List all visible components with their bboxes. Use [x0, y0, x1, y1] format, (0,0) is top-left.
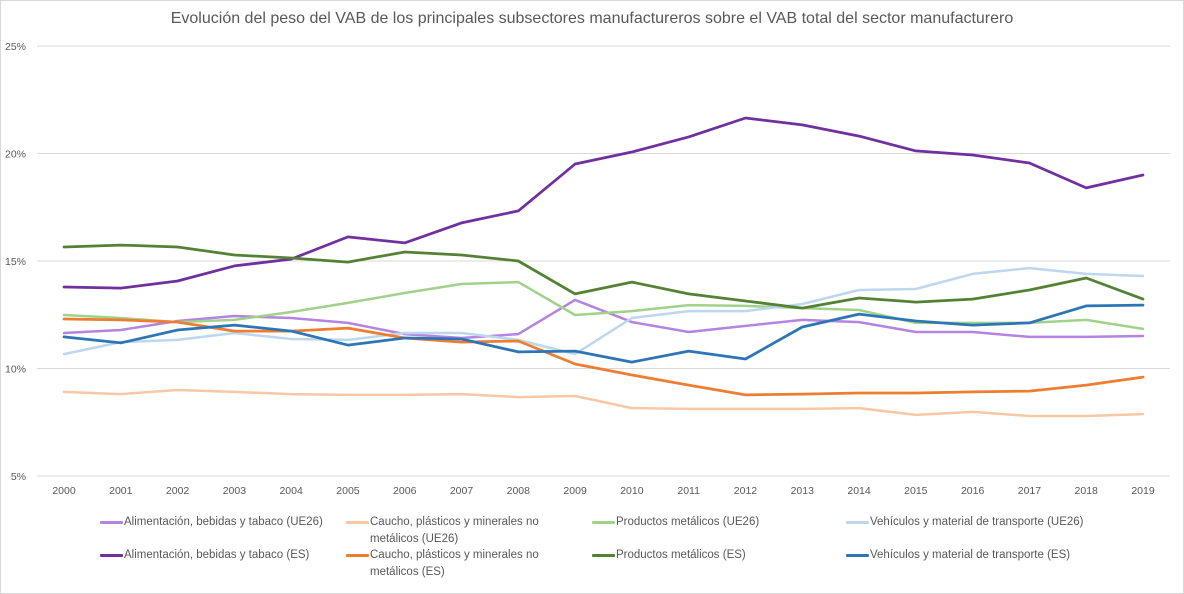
x-tick-label: 2017	[1018, 485, 1042, 497]
series-line-2	[62, 280, 1145, 331]
series-line-4	[62, 116, 1145, 290]
x-tick-label: 2014	[847, 485, 871, 497]
y-axis-ticks: 5% 10% 15% 20% 25%	[5, 41, 26, 483]
legend-label: Productos metálicos (UE26)	[616, 516, 760, 528]
legend-swatch	[346, 554, 369, 557]
x-tick-label: 2013	[791, 485, 815, 497]
legend-swatch	[846, 554, 869, 557]
y-tick-label: 5%	[11, 471, 26, 483]
legend-item: Productos metálicos (UE26)	[592, 514, 836, 531]
legend-label: Caucho, plásticos y minerales no metálic…	[370, 549, 539, 578]
series-line-1	[62, 388, 1145, 418]
y-tick-label: 10%	[5, 364, 26, 376]
legend-swatch	[846, 521, 869, 524]
x-tick-label: 2011	[677, 485, 700, 497]
legend-item: Alimentación, bebidas y tabaco (ES)	[100, 547, 344, 564]
x-tick-label: 2016	[961, 485, 985, 497]
chart-title: Evolución del peso del VAB de los princi…	[170, 10, 1014, 27]
y-tick-label: 25%	[5, 41, 26, 53]
x-tick-label: 2000	[52, 485, 76, 497]
series-line-7	[62, 303, 1145, 364]
x-tick-label: 2008	[507, 485, 531, 497]
x-tick-label: 2009	[563, 485, 587, 497]
legend-item: Caucho, plásticos y minerales no metálic…	[346, 547, 590, 581]
x-tick-label: 2010	[620, 485, 644, 497]
y-tick-label: 15%	[5, 256, 26, 268]
legend-label: Caucho, plásticos y minerales no metálic…	[370, 516, 539, 545]
legend-item: Productos metálicos (ES)	[592, 547, 836, 564]
legend-swatch	[346, 521, 369, 524]
y-tick-label: 20%	[5, 149, 26, 161]
series-line-0	[62, 298, 1145, 340]
x-tick-label: 2002	[166, 485, 190, 497]
legend-item: Caucho, plásticos y minerales no metálic…	[346, 514, 590, 548]
series-line-5	[62, 317, 1145, 397]
legend-swatch	[100, 554, 123, 557]
legend-label: Vehículos y material de transporte (ES)	[870, 549, 1071, 561]
legend-swatch	[592, 521, 615, 524]
series-lines	[62, 116, 1145, 418]
legend-label: Alimentación, bebidas y tabaco (UE26)	[124, 516, 323, 528]
legend-label: Vehículos y material de transporte (UE26…	[870, 516, 1084, 528]
x-tick-label: 2004	[279, 485, 303, 497]
x-tick-label: 2012	[734, 485, 758, 497]
legend-label: Alimentación, bebidas y tabaco (ES)	[124, 549, 310, 561]
legend-item: Vehículos y material de transporte (UE26…	[846, 514, 1184, 531]
x-tick-label: 2001	[109, 485, 133, 497]
x-tick-label: 2019	[1131, 485, 1155, 497]
legend-swatch	[100, 521, 123, 524]
x-axis-ticks: 2000 2001 2002 2003 2004 2005 2006 2007 2008 2009…	[52, 485, 1155, 497]
series-line-3	[62, 266, 1145, 356]
legend-swatch	[592, 554, 615, 557]
legend-item: Vehículos y material de transporte (ES)	[846, 547, 1184, 564]
legend-item: Alimentación, bebidas y tabaco (UE26)	[100, 514, 344, 531]
x-tick-label: 2003	[223, 485, 247, 497]
x-tick-label: 2015	[904, 485, 928, 497]
x-tick-label: 2018	[1075, 485, 1099, 497]
x-tick-label: 2005	[336, 485, 360, 497]
x-tick-label: 2007	[450, 485, 474, 497]
gridlines	[37, 45, 1170, 477]
x-tick-label: 2006	[393, 485, 417, 497]
series-line-6	[62, 243, 1145, 310]
legend-label: Productos metálicos (ES)	[616, 549, 746, 561]
